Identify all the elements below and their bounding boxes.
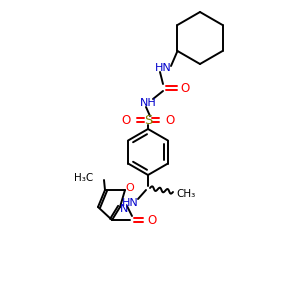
Text: O: O <box>126 183 134 193</box>
Text: N: N <box>120 204 128 214</box>
Text: NH: NH <box>140 98 156 108</box>
Text: O: O <box>180 82 190 94</box>
Text: O: O <box>147 214 157 226</box>
Text: S: S <box>144 113 152 127</box>
Text: O: O <box>122 113 130 127</box>
Text: CH₃: CH₃ <box>176 189 196 199</box>
Text: O: O <box>165 113 175 127</box>
Text: HN: HN <box>154 63 171 73</box>
Text: HN: HN <box>122 198 138 208</box>
Text: H₃C: H₃C <box>74 173 93 183</box>
